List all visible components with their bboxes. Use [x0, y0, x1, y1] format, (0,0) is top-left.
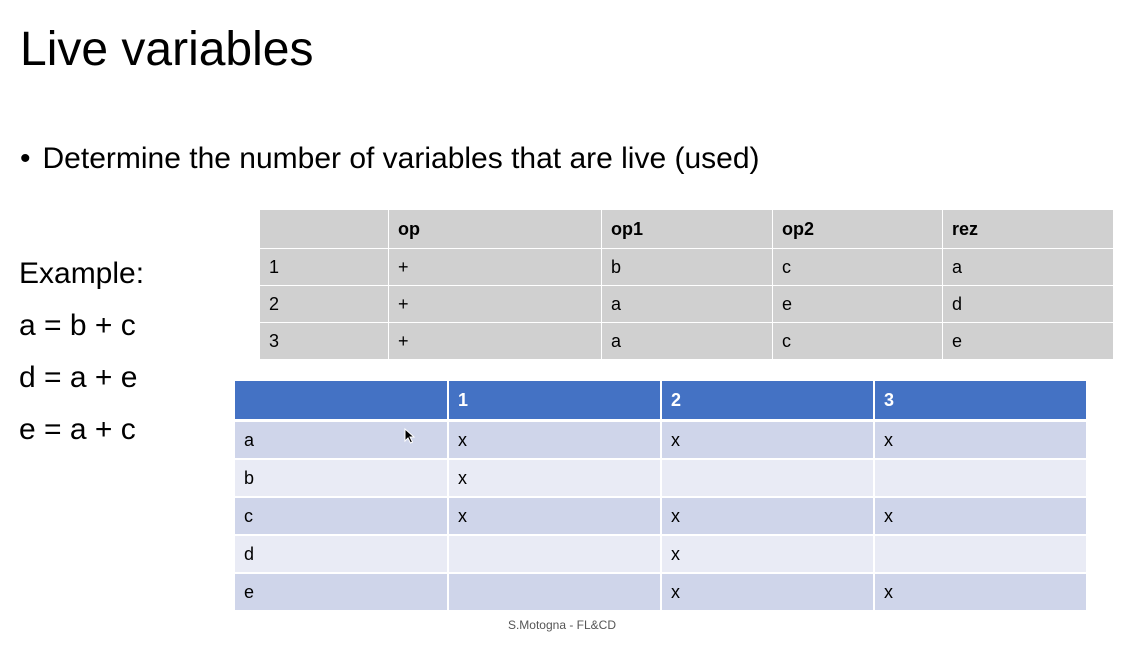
table-cell: e — [942, 322, 1114, 360]
table-cell: x — [661, 420, 875, 460]
live-header-cell: 3 — [874, 381, 1088, 422]
live-header-row: 1 2 3 — [235, 381, 1088, 422]
table-cell — [874, 459, 1088, 498]
table-cell: 3 — [259, 322, 389, 360]
variable-name-cell: a — [235, 420, 449, 460]
table-cell: x — [448, 459, 662, 498]
table-row: 1 + b c a — [259, 248, 1114, 286]
table-cell: + — [388, 285, 602, 323]
example-block: Example: a = b + c d = a + e e = a + c — [19, 248, 144, 456]
table-cell: 1 — [259, 248, 389, 286]
variable-name-cell: c — [235, 497, 449, 536]
table-cell: x — [448, 420, 662, 460]
quadruple-header-cell: op2 — [772, 209, 943, 249]
table-row: 2 + a e d — [259, 285, 1114, 323]
quadruple-table: op op1 op2 rez 1 + b c a 2 + a e d 3 + a… — [259, 209, 1114, 360]
table-row: d x — [235, 535, 1088, 574]
example-label: Example: — [19, 257, 145, 290]
quadruple-header-cell: op — [388, 209, 602, 249]
table-row: a x x x — [235, 420, 1088, 460]
table-cell: a — [601, 285, 773, 323]
quadruple-header-row: op op1 op2 rez — [259, 209, 1114, 249]
table-cell: x — [661, 535, 875, 574]
table-cell — [448, 535, 662, 574]
table-cell: a — [942, 248, 1114, 286]
table-cell: x — [448, 497, 662, 536]
table-cell: x — [874, 420, 1088, 460]
bullet-marker: • — [20, 142, 31, 175]
table-cell: + — [388, 322, 602, 360]
table-cell: x — [874, 573, 1088, 612]
slide-title: Live variables — [20, 23, 314, 76]
table-cell: c — [772, 248, 943, 286]
table-row: 3 + a c e — [259, 322, 1114, 360]
table-cell: d — [942, 285, 1114, 323]
table-cell: 2 — [259, 285, 389, 323]
variable-name-cell: d — [235, 535, 449, 574]
variable-name-cell: b — [235, 459, 449, 498]
variable-name-cell: e — [235, 573, 449, 612]
table-row: e x x — [235, 573, 1088, 612]
example-line-3: e = a + c — [19, 413, 136, 446]
table-cell: e — [772, 285, 943, 323]
table-cell — [448, 573, 662, 612]
quadruple-header-cell: rez — [942, 209, 1114, 249]
quadruple-header-cell: op1 — [601, 209, 773, 249]
bullet-text: Determine the number of variables that a… — [42, 142, 760, 175]
live-header-cell — [235, 381, 449, 422]
live-header-cell: 1 — [448, 381, 662, 422]
table-cell: x — [661, 573, 875, 612]
live-variables-table: 1 2 3 a x x x b x c x x x d x e x x — [235, 381, 1088, 612]
quadruple-header-cell — [259, 209, 389, 249]
table-cell — [874, 535, 1088, 574]
table-cell: x — [874, 497, 1088, 536]
table-cell: c — [772, 322, 943, 360]
mouse-pointer-icon — [404, 428, 415, 444]
example-line-2: d = a + e — [19, 361, 138, 394]
table-cell: b — [601, 248, 773, 286]
table-cell: + — [388, 248, 602, 286]
bullet-point: • Determine the number of variables that … — [20, 141, 760, 177]
table-cell: a — [601, 322, 773, 360]
table-cell: x — [661, 497, 875, 536]
table-row: c x x x — [235, 497, 1088, 536]
table-cell — [661, 459, 875, 498]
table-row: b x — [235, 459, 1088, 498]
slide-footer: S.Motogna - FL&CD — [507, 618, 617, 632]
example-line-1: a = b + c — [19, 309, 136, 342]
live-header-cell: 2 — [661, 381, 875, 422]
